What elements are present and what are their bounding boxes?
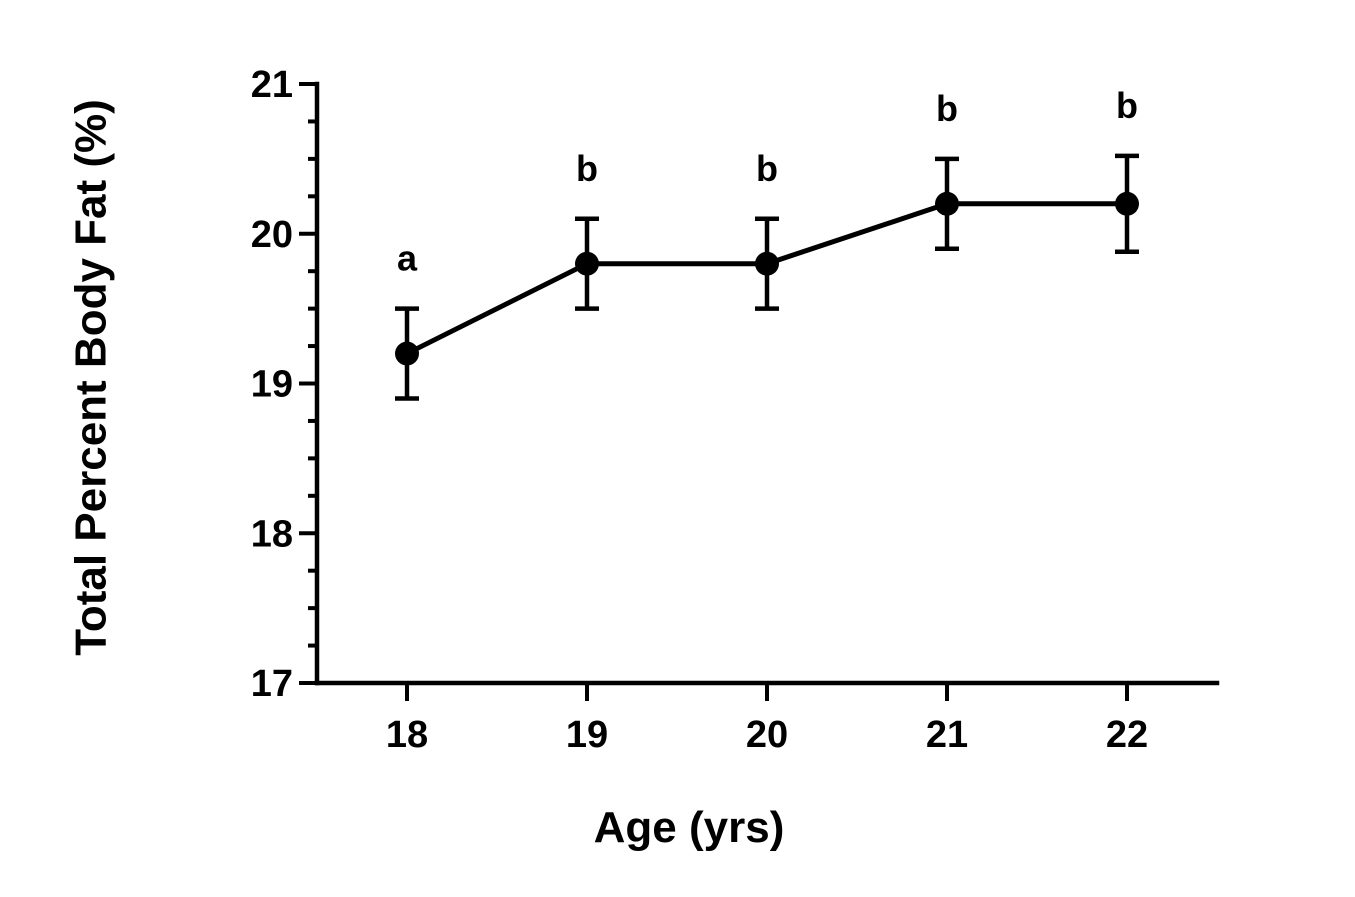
y-tick-label: 20 — [251, 214, 293, 256]
x-tick-label: 22 — [1106, 714, 1148, 756]
data-point — [575, 251, 599, 276]
y-tick-label: 18 — [251, 513, 293, 555]
y-axis-title: Total Percent Body Fat (%) — [66, 99, 115, 656]
data-point — [395, 341, 419, 366]
x-axis: 18 19 20 21 22 — [314, 680, 1220, 756]
x-tick-label: 18 — [386, 714, 428, 756]
data-point — [1115, 191, 1139, 216]
series-group: a b b b b — [395, 85, 1139, 401]
x-tick-label: 21 — [926, 714, 968, 756]
significance-letter: a — [397, 238, 418, 279]
y-axis: 17 18 19 20 21 — [251, 64, 320, 705]
x-tick-label: 19 — [566, 714, 608, 756]
x-tick-label: 20 — [746, 714, 788, 756]
significance-letter: b — [576, 148, 598, 189]
significance-letter: b — [756, 148, 778, 189]
significance-letter: b — [936, 88, 958, 129]
significance-letter: b — [1116, 85, 1138, 126]
y-tick-label: 19 — [251, 364, 293, 406]
x-axis-title: Age (yrs) — [594, 803, 785, 852]
y-tick-label: 21 — [251, 64, 293, 106]
data-point — [935, 191, 959, 216]
data-point — [755, 251, 779, 276]
y-tick-label: 17 — [251, 663, 293, 705]
